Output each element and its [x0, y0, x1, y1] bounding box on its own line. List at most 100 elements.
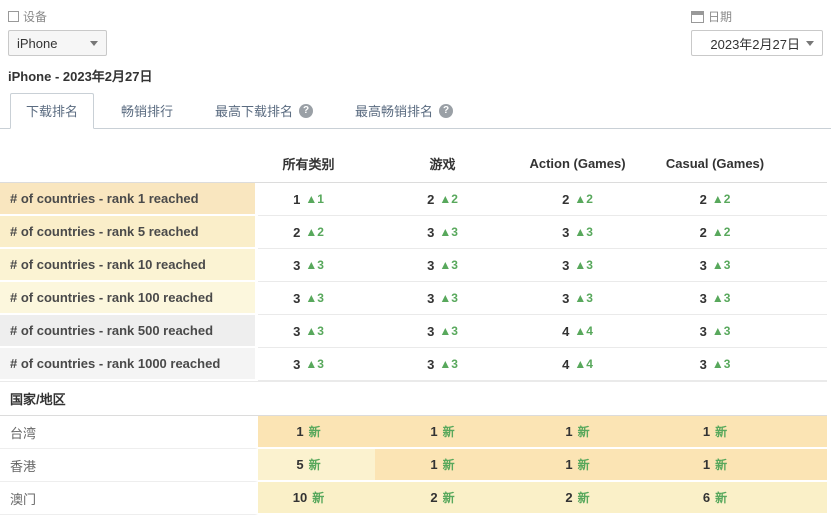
- device-filter-label: 设备: [23, 10, 48, 24]
- value-text: 3: [293, 356, 301, 372]
- value-text: 3: [427, 290, 435, 306]
- date-select-value: 2023年2月27日: [710, 36, 800, 52]
- value-change: ▲3: [574, 225, 593, 239]
- value-cell: 3 ▲3: [645, 348, 827, 381]
- toolbar: 设备 iPhone 日期 2023年2月27日: [0, 0, 831, 56]
- device-select[interactable]: iPhone: [8, 30, 107, 56]
- value-text: 3: [293, 257, 301, 273]
- value-text: 1: [702, 457, 711, 472]
- value-cell: 3 ▲3: [645, 282, 827, 315]
- value-change: 新: [715, 491, 728, 505]
- tab-label: 畅销排行: [121, 104, 174, 119]
- value-cell: 1 新: [258, 416, 375, 449]
- value-text: 3: [427, 224, 435, 240]
- tab[interactable]: 下载排名: [10, 93, 95, 129]
- tab[interactable]: 最高下载排名 ?: [200, 94, 328, 128]
- value-change: ▲2: [574, 192, 593, 206]
- value-text: 3: [699, 290, 707, 306]
- value-change: 新: [577, 458, 590, 472]
- value-change: ▲2: [711, 225, 731, 239]
- value-cell: 3 ▲3: [510, 249, 645, 282]
- value-change: 新: [442, 458, 455, 472]
- value-change: 新: [308, 458, 321, 472]
- value-cell: 2 ▲2: [510, 183, 645, 216]
- country-label: 台湾: [0, 416, 258, 449]
- country-row: 香港 5 新 1 新 1 新 1 新: [0, 449, 827, 482]
- value-change: ▲3: [305, 324, 324, 338]
- value-change: ▲2: [305, 225, 324, 239]
- country-row: 台湾 1 新 1 新 1 新 1 新: [0, 416, 827, 449]
- value-cell: 3 ▲3: [510, 216, 645, 249]
- value-change: ▲3: [305, 357, 324, 371]
- metric-label: # of countries - rank 10 reached: [0, 249, 258, 282]
- country-label: 香港: [0, 449, 258, 482]
- value-cell: 5 新: [258, 449, 375, 482]
- value-text: 1: [293, 191, 301, 207]
- value-text: 4: [562, 356, 570, 372]
- header-spacer: [0, 144, 258, 182]
- value-text: 3: [427, 257, 435, 273]
- column-header: 游戏: [429, 156, 456, 172]
- device-select-value: iPhone: [17, 35, 58, 51]
- value-change: ▲2: [711, 192, 731, 206]
- value-change: ▲3: [305, 258, 324, 272]
- value-change: ▲4: [574, 324, 593, 338]
- value-cell: 3 ▲3: [258, 249, 375, 282]
- value-cell: 2 新: [375, 482, 510, 515]
- column-header: 所有类别: [282, 156, 335, 172]
- metric-label: # of countries - rank 100 reached: [0, 282, 258, 315]
- value-cell: 3 ▲3: [258, 348, 375, 381]
- date-filter: 日期 2023年2月27日: [691, 8, 823, 56]
- value-text: 3: [293, 290, 301, 306]
- value-text: 1: [565, 457, 573, 472]
- value-change: ▲3: [439, 225, 458, 239]
- value-change: ▲3: [574, 258, 593, 272]
- value-text: 4: [562, 323, 570, 339]
- value-cell: 2 ▲2: [375, 183, 510, 216]
- value-text: 5: [296, 457, 304, 472]
- value-text: 3: [427, 323, 435, 339]
- help-icon[interactable]: ?: [299, 103, 314, 118]
- tab[interactable]: 畅销排行: [106, 94, 188, 128]
- tab-label: 最高畅销排名: [355, 104, 434, 119]
- value-cell: 3 ▲3: [375, 315, 510, 348]
- value-text: 1: [430, 457, 438, 472]
- country-row: 澳门 10 新 2 新 2 新 6 新: [0, 482, 827, 515]
- value-text: 3: [293, 323, 301, 339]
- value-text: 1: [296, 424, 304, 439]
- date-filter-label: 日期: [708, 10, 733, 24]
- help-icon[interactable]: ?: [439, 103, 454, 118]
- value-text: 3: [562, 224, 570, 240]
- value-cell: 3 ▲3: [258, 315, 375, 348]
- value-cell: 2 新: [510, 482, 645, 515]
- tab[interactable]: 最高畅销排名 ?: [340, 94, 468, 128]
- metric-row: # of countries - rank 10 reached 3 ▲3 3 …: [0, 249, 827, 282]
- metric-row: # of countries - rank 5 reached 2 ▲2 3 ▲…: [0, 216, 827, 249]
- value-text: 2: [293, 224, 301, 240]
- value-text: 10: [292, 490, 308, 505]
- value-cell: 3 ▲3: [645, 249, 827, 282]
- value-text: 3: [699, 356, 707, 372]
- value-cell: 1 新: [375, 449, 510, 482]
- value-cell: 2 ▲2: [645, 183, 827, 216]
- value-cell: 2 ▲2: [258, 216, 375, 249]
- metric-row: # of countries - rank 500 reached 3 ▲3 3…: [0, 315, 827, 348]
- value-change: 新: [442, 491, 455, 505]
- column-header: Action (Games): [529, 155, 626, 171]
- value-cell: 4 ▲4: [510, 315, 645, 348]
- value-cell: 1 新: [645, 416, 827, 449]
- value-text: 2: [699, 224, 707, 240]
- metric-row: # of countries - rank 1 reached 1 ▲1 2 ▲…: [0, 183, 827, 216]
- value-cell: 1 新: [510, 416, 645, 449]
- value-change: 新: [715, 458, 728, 472]
- value-text: 3: [562, 290, 570, 306]
- calendar-icon: [691, 10, 704, 23]
- value-change: 新: [577, 425, 590, 439]
- section-label: 国家/地区: [10, 392, 66, 407]
- value-change: ▲3: [711, 357, 731, 371]
- date-select[interactable]: 2023年2月27日: [691, 30, 823, 56]
- value-text: 2: [562, 191, 570, 207]
- chevron-down-icon: [806, 40, 814, 46]
- value-text: 3: [699, 257, 707, 273]
